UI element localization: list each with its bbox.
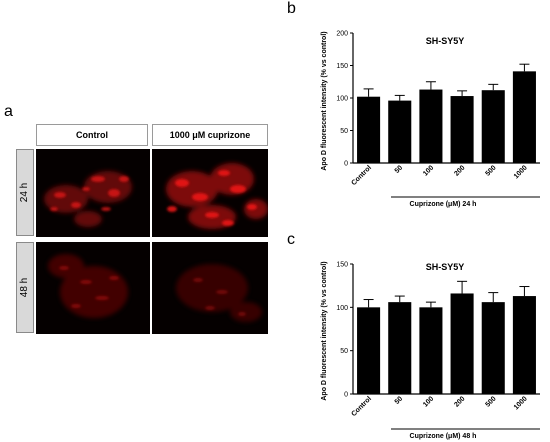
- y-tick-label: 150: [336, 63, 348, 70]
- micrograph-cuprizone-24h: [152, 149, 268, 237]
- x-tick-label: 1000: [513, 164, 529, 180]
- bar-Control: [357, 307, 381, 394]
- chart-c-xlabel: Cuprizone (μM) 48 h: [410, 433, 477, 440]
- chart-b-xlabel: Cuprizone (μM) 24 h: [410, 201, 477, 208]
- bar-50: [388, 100, 412, 163]
- bar-500: [481, 90, 505, 163]
- bar-50: [388, 302, 412, 394]
- chart-b-ylabel: Apo D fluorescent intensity (% vs contro…: [321, 31, 328, 170]
- panel-b-label: b: [287, 0, 296, 17]
- bar-Control: [357, 96, 381, 163]
- y-tick-label: 50: [340, 128, 348, 135]
- micrograph-control-24h: [36, 149, 150, 237]
- micrograph-cuprizone-48h: [152, 242, 268, 334]
- chart-c-ylabel: Apo D fluorescent intensity (% vs contro…: [321, 261, 328, 400]
- bar-100: [419, 307, 443, 394]
- x-tick-label: 50: [394, 395, 405, 406]
- y-tick-label: 0: [344, 392, 348, 399]
- x-tick-label: 200: [453, 164, 466, 177]
- x-tick-label: 500: [484, 395, 497, 408]
- chart-c-title: SH-SY5Y: [426, 262, 465, 272]
- bar-1000: [512, 296, 536, 394]
- x-tick-label: 1000: [513, 395, 529, 411]
- row-label-48h-text: 48 h: [19, 277, 31, 298]
- bar-200: [450, 293, 474, 394]
- y-tick-label: 50: [340, 348, 348, 355]
- x-tick-label: Control: [350, 164, 373, 187]
- x-tick-label: 50: [394, 164, 405, 175]
- column-header-control: Control: [36, 124, 148, 146]
- row-label-24h-text: 24 h: [19, 182, 31, 203]
- y-tick-label: 200: [336, 31, 348, 38]
- row-label-24h: 24 h: [16, 149, 34, 236]
- panel-a-label: a: [4, 103, 13, 120]
- bar-500: [481, 302, 505, 394]
- bar-100: [419, 89, 443, 163]
- micrograph-control-48h: [36, 242, 150, 334]
- x-tick-label: 100: [422, 164, 435, 177]
- chart-b-title: SH-SY5Y: [426, 36, 465, 46]
- bar-1000: [512, 71, 536, 163]
- y-tick-label: 100: [336, 96, 348, 103]
- bar-200: [450, 96, 474, 163]
- x-tick-label: Control: [350, 395, 373, 418]
- y-tick-label: 0: [344, 161, 348, 168]
- row-label-48h: 48 h: [16, 242, 34, 333]
- panel-c-label: c: [287, 231, 295, 248]
- y-tick-label: 100: [336, 305, 348, 312]
- column-header-cuprizone: 1000 μM cuprizone: [152, 124, 268, 146]
- x-tick-label: 200: [453, 395, 466, 408]
- x-tick-label: 500: [484, 164, 497, 177]
- x-tick-label: 100: [422, 395, 435, 408]
- y-tick-label: 150: [336, 262, 348, 269]
